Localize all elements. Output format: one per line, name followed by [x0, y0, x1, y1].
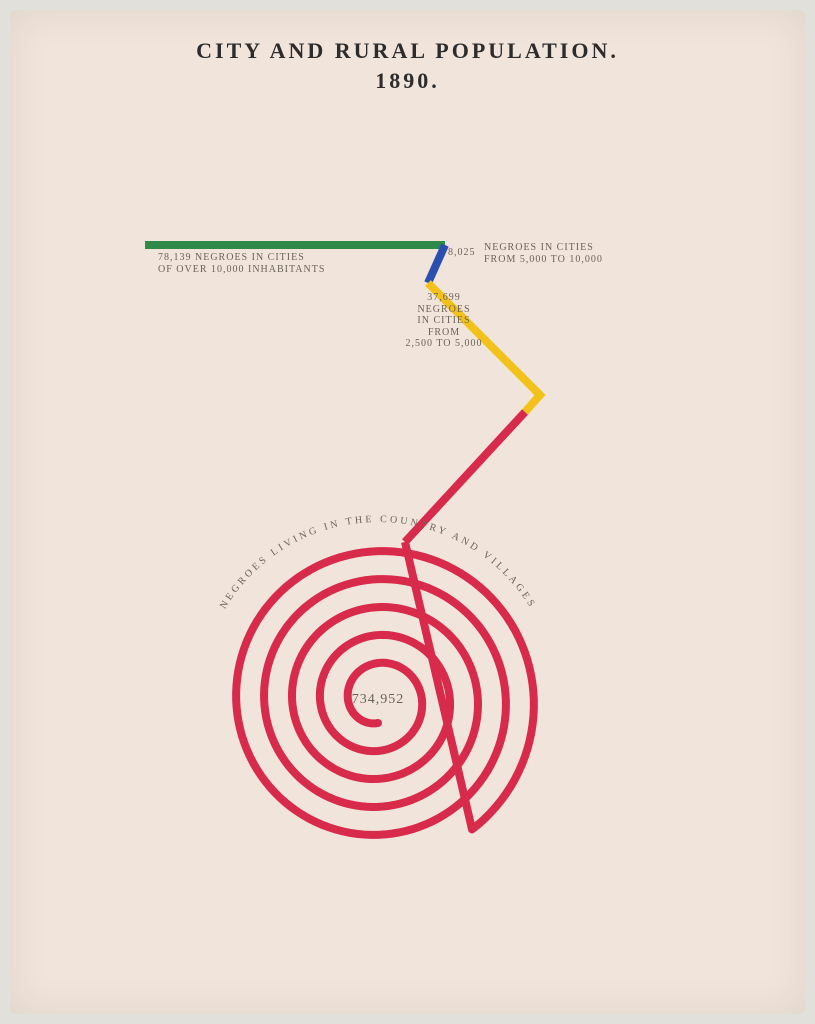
- label-cities-2500-5000: 37,699 NEGROES IN CITIES FROM 2,500 TO 5…: [406, 292, 483, 350]
- label-value-5000-10000: 8,025: [448, 247, 476, 259]
- spiral: [236, 542, 534, 835]
- chart-canvas: NEGROES LIVING IN THE COUNTRY AND VILLAG…: [0, 0, 815, 1024]
- label-center-value: 734,952: [352, 692, 405, 708]
- path-segments: [145, 245, 540, 542]
- segment-cities_5000_10000: [428, 245, 445, 283]
- label-cities-over-10000: 78,139 NEGROES IN CITIES OF OVER 10,000 …: [158, 252, 325, 275]
- page: CITY AND RURAL POPULATION. 1890. NEGROES…: [0, 0, 815, 1024]
- label-cities-5000-10000: NEGROES IN CITIES FROM 5,000 TO 10,000: [484, 242, 603, 265]
